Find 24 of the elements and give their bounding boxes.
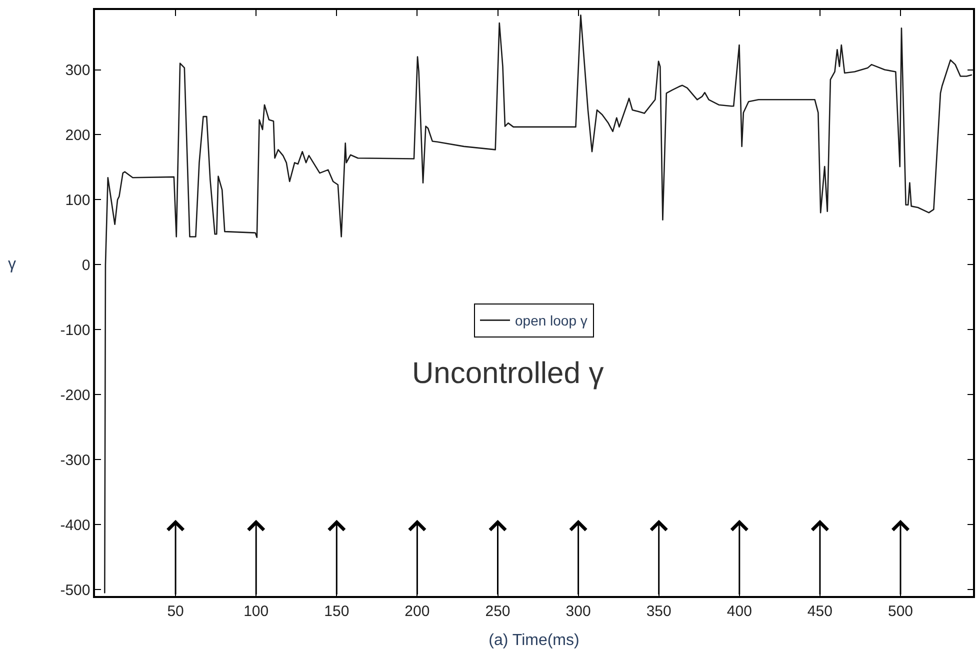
- x-tick-label: 50: [167, 602, 184, 620]
- y-tick-label: 300: [65, 62, 90, 80]
- y-tick-label: 200: [65, 126, 90, 144]
- legend-label: open loop γ: [515, 312, 588, 329]
- x-axis-title: (a) Time(ms): [488, 632, 580, 649]
- y-tick-label: -100: [60, 322, 90, 339]
- y-tick-label: 0: [82, 256, 90, 274]
- y-tick-label: -200: [60, 386, 90, 404]
- x-tick-label: 200: [404, 602, 430, 620]
- y-tick-label: 100: [65, 192, 90, 209]
- x-tick-label: 300: [566, 602, 591, 620]
- x-tick-label: 450: [807, 602, 832, 620]
- y-axis-title: γ: [8, 256, 16, 273]
- x-tick-label: 250: [485, 602, 510, 620]
- line-series: [104, 14, 972, 594]
- x-tick-label: 100: [244, 602, 269, 620]
- y-tick-label: -400: [60, 516, 90, 534]
- x-tick-label: 400: [726, 602, 752, 620]
- y-tick-label: -500: [60, 582, 90, 599]
- x-tick-label: 150: [324, 602, 350, 620]
- x-tick-label: 350: [646, 602, 672, 620]
- x-tick-label: 500: [888, 602, 914, 620]
- y-tick-label: -300: [60, 452, 90, 469]
- annotation: Uncontrolled γ: [412, 357, 604, 390]
